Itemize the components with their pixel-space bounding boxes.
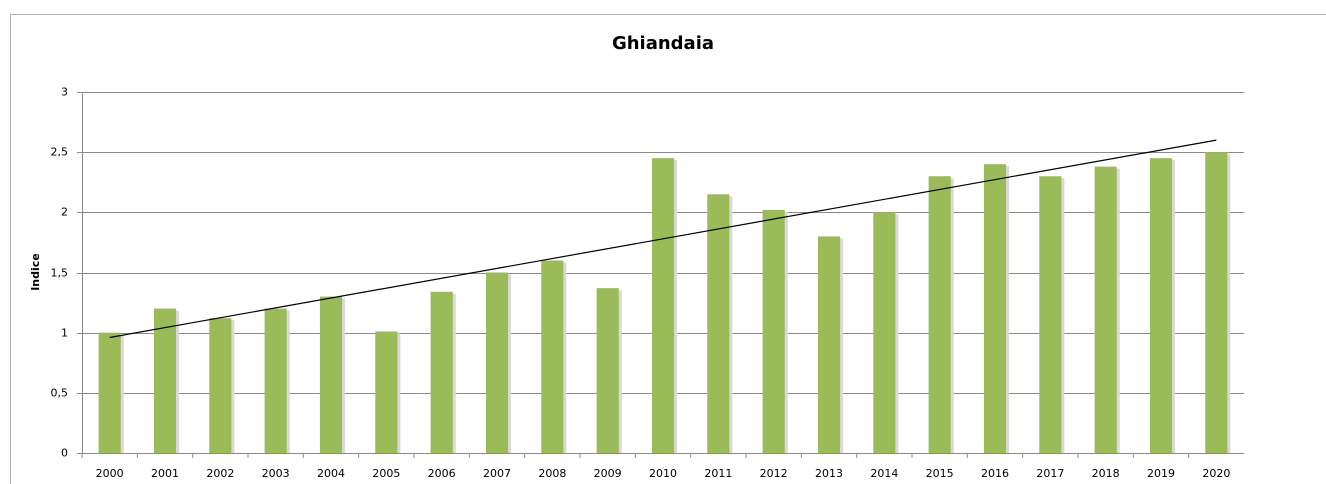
chart-border bbox=[10, 14, 1326, 484]
trendline bbox=[109, 139, 1217, 339]
y-tick-label: 2 bbox=[61, 206, 68, 219]
y-tick-label: 2,5 bbox=[51, 146, 69, 159]
x-tick-label: 2011 bbox=[704, 467, 732, 480]
x-tick-label: 2012 bbox=[760, 467, 788, 480]
y-axis-title: Indice bbox=[29, 253, 42, 291]
bar bbox=[1094, 166, 1117, 453]
bar bbox=[928, 176, 951, 453]
x-tick-label: 2010 bbox=[649, 467, 677, 480]
bar bbox=[319, 296, 343, 453]
bar bbox=[430, 291, 453, 453]
x-tick-label: 2015 bbox=[926, 467, 954, 480]
bar bbox=[1149, 158, 1173, 453]
y-tick-label: 1 bbox=[61, 327, 68, 340]
x-tick-label: 2006 bbox=[428, 467, 456, 480]
x-tick-label: 2017 bbox=[1036, 467, 1064, 480]
bar bbox=[707, 194, 730, 454]
bar bbox=[264, 308, 287, 453]
bar bbox=[596, 288, 619, 453]
x-tick-label: 2000 bbox=[96, 467, 124, 480]
x-tick-label: 2001 bbox=[151, 467, 179, 480]
x-tick-label: 2007 bbox=[483, 467, 511, 480]
bar bbox=[762, 209, 785, 453]
x-tick-label: 2014 bbox=[870, 467, 898, 480]
y-tick-label: 3 bbox=[61, 86, 68, 99]
x-tick-label: 2004 bbox=[317, 467, 345, 480]
x-tick-label: 2018 bbox=[1092, 467, 1120, 480]
bar bbox=[153, 308, 177, 453]
x-tick-label: 2009 bbox=[594, 467, 622, 480]
bar bbox=[541, 260, 564, 453]
bar bbox=[873, 212, 896, 453]
x-tick-label: 2020 bbox=[1202, 467, 1230, 480]
x-tick-label: 2016 bbox=[981, 467, 1009, 480]
x-tick-label: 2005 bbox=[372, 467, 400, 480]
bar bbox=[817, 236, 841, 453]
x-tick-label: 2008 bbox=[538, 467, 566, 480]
chart-title: Ghiandaia bbox=[612, 33, 714, 54]
y-tick-label: 0 bbox=[61, 447, 68, 460]
x-tick-label: 2013 bbox=[815, 467, 843, 480]
x-tick-label: 2003 bbox=[262, 467, 290, 480]
x-tick-label: 2002 bbox=[206, 467, 234, 480]
y-tick-label: 0,5 bbox=[51, 387, 69, 400]
bar bbox=[485, 272, 509, 453]
bar bbox=[983, 164, 1007, 453]
y-tick-label: 1,5 bbox=[51, 267, 69, 280]
bar bbox=[375, 331, 398, 453]
x-tick-label: 2019 bbox=[1147, 467, 1175, 480]
bar bbox=[1039, 176, 1062, 453]
bar bbox=[209, 318, 232, 453]
bar bbox=[98, 332, 121, 453]
bar bbox=[651, 158, 675, 453]
bar bbox=[1205, 152, 1228, 453]
